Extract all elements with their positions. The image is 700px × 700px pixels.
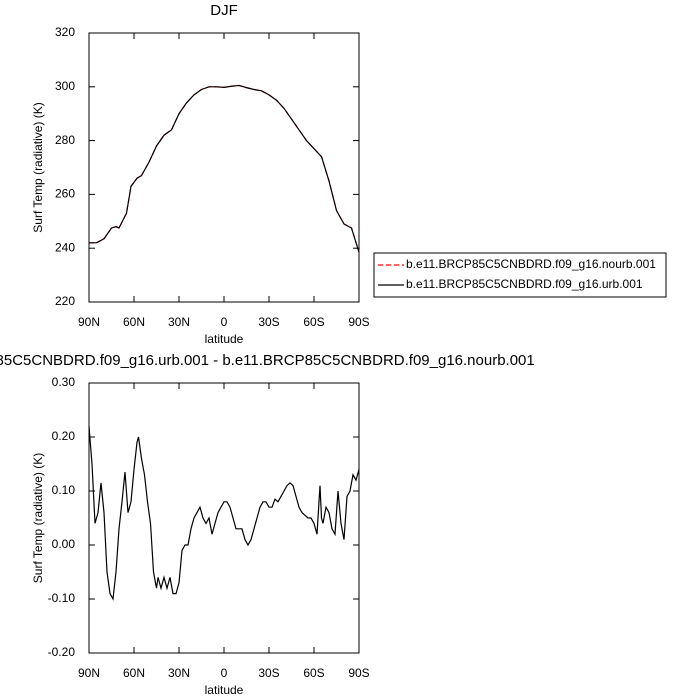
y-tick-label: 300 <box>55 79 75 93</box>
y-tick-label: 0.00 <box>52 537 76 551</box>
y-axis-label: Surf Temp (radiative) (K) <box>31 102 45 232</box>
y-tick-label: -0.20 <box>48 645 76 659</box>
y-tick-label: 220 <box>55 294 75 308</box>
legend-label: b.e11.BRCP85C5CNBDRD.f09_g16.nourb.001 <box>406 257 656 271</box>
legend-label: b.e11.BRCP85C5CNBDRD.f09_g16.urb.001 <box>406 277 643 291</box>
x-axis-label: latitude <box>205 332 244 346</box>
x-tick-label: 60S <box>303 315 324 329</box>
x-tick-label: 60S <box>303 666 324 680</box>
x-tick-label: 30N <box>168 315 190 329</box>
x-tick-label: 90S <box>348 666 369 680</box>
data-line <box>89 84 360 253</box>
data-line <box>88 426 360 601</box>
x-tick-label: 30S <box>258 315 279 329</box>
x-tick-label: 60N <box>123 666 145 680</box>
y-axis-label: Surf Temp (radiative) (K) <box>31 453 45 583</box>
x-tick-label: 30N <box>168 666 190 680</box>
data-line <box>89 84 360 253</box>
chart-title: b.e11.BRCP85C5CNBDRD.f09_g16.urb.001 - b… <box>0 352 535 369</box>
y-tick-label: 240 <box>55 240 75 254</box>
x-axis-label: latitude <box>205 683 244 697</box>
x-tick-label: 90N <box>78 315 100 329</box>
x-tick-label: 0 <box>221 666 228 680</box>
x-tick-label: 60N <box>123 315 145 329</box>
y-tick-label: 0.30 <box>52 375 76 389</box>
x-tick-label: 90S <box>348 315 369 329</box>
y-tick-label: 320 <box>55 25 75 39</box>
legend-box <box>373 252 667 298</box>
y-tick-label: 260 <box>55 187 75 201</box>
y-tick-label: 0.10 <box>52 483 76 497</box>
chart-title: DJF <box>210 2 238 19</box>
x-tick-label: 30S <box>258 666 279 680</box>
y-tick-label: -0.10 <box>48 591 76 605</box>
plot-frame <box>88 32 360 303</box>
y-tick-label: 0.20 <box>52 429 76 443</box>
y-tick-label: 280 <box>55 133 75 147</box>
x-tick-label: 0 <box>221 315 228 329</box>
x-tick-label: 90N <box>78 666 100 680</box>
